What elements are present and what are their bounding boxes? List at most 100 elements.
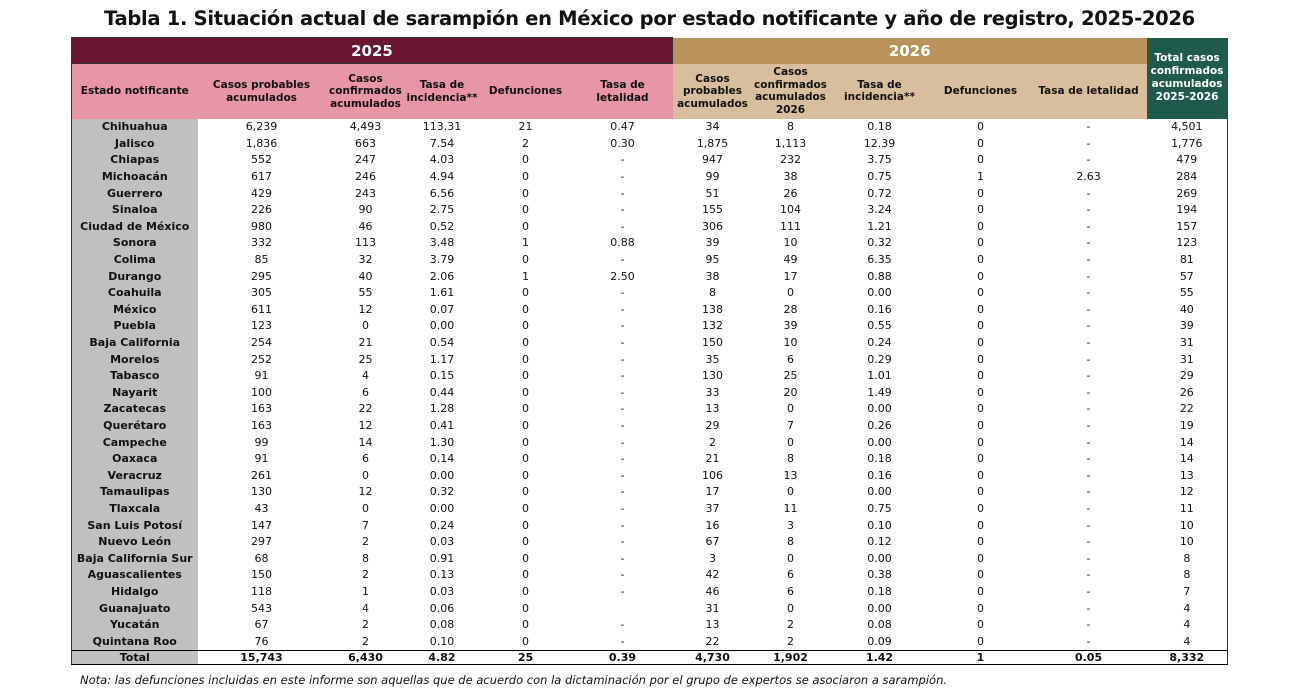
table-cell: 99 [705,170,720,184]
table-cell: 55 [1146,284,1229,302]
state-name: Querétaro [71,417,198,435]
table-cell: 0 [977,286,984,300]
table-cell: 3.24 [867,203,892,217]
table-cell: 0.12 [867,535,892,549]
table-cell: - [1086,186,1091,200]
table-cell: 155 [702,203,723,217]
table-cell: - [620,203,625,217]
table-cell: 246 [355,170,376,184]
table-cell: 14 [358,435,373,449]
table-cell: 2 [362,535,369,549]
table-row: Tlaxcala 43 0 0.00 0 - 37 11 0.75 0 - 11 [71,500,1229,518]
table-cell: 39 [1146,318,1229,335]
table-row: Baja California 254 21 0.54 0 - 150 10 0.24 0 - 31 [71,334,1229,352]
table-cell: 0 [977,435,984,449]
table-cell: 2.50 [610,269,635,283]
table-cell: - [620,253,625,267]
table-cell: 0 [977,269,984,283]
table-cell: 12.39 [863,136,896,150]
table-cell: 0 [977,219,984,233]
table-cell: 39 [705,236,720,250]
column-header-2026: Tasa de letalidad [1030,63,1147,119]
table-cell: 0 [787,435,794,449]
table-cell: 46 [705,584,720,598]
table-cell: 0.05 [1030,650,1147,665]
table-cell: 26 [783,186,798,200]
table-row: Ciudad de México 980 46 0.52 0 - 306 111 1.21 0 - 1… [71,218,1229,236]
table-cell: - [1086,501,1091,515]
table-cell: 1.42 [828,650,931,665]
table-row: Nuevo León 297 2 0.03 0 - 67 8 0.12 0 - 10 [71,533,1229,551]
table-cell: 1,875 [696,136,729,150]
table-cell: 3 [787,518,794,532]
table-cell: 0 [522,418,529,432]
table-cell: 332 [251,236,272,250]
table-cell: 0.06 [429,601,455,615]
table-cell: - [620,402,625,416]
table-cell: - [1086,418,1091,432]
table-cell: 4,501 [1146,119,1229,136]
table-cell: - [1086,551,1091,565]
table-cell: 0 [977,186,984,200]
table-cell: 1 [362,584,369,598]
table-cell: 3.75 [867,153,892,167]
table-cell: - [1086,402,1091,416]
table-cell: 22 [705,634,720,648]
table-cell: 3.48 [429,236,455,250]
table-row: Baja California Sur 68 8 0.91 0 - 3 0 0.00 0 - 8 [71,550,1229,568]
table-row: Sonora 332 113 3.48 1 0.88 39 10 0.32 0 - 123 [71,235,1229,252]
state-name: Sinaloa [71,201,198,219]
footnote: Nota: las defunciones incluidas en este … [80,673,948,687]
table-cell: 0 [522,535,529,549]
table-cell: 0.00 [867,435,892,449]
table-cell: 0.10 [867,518,892,532]
table-cell: 113 [355,236,376,250]
table-cell: 2 [787,618,794,632]
table-cell: 663 [355,136,376,150]
table-cell: - [1086,120,1091,134]
table-cell: 123 [251,319,272,333]
table-cell: 306 [702,219,723,233]
table-cell: 32 [358,253,373,267]
table-cell: 0 [522,501,529,515]
table-row: Tabasco 91 4 0.15 0 - 130 25 1.01 0 - 29 [71,367,1229,385]
table-cell: 0 [977,302,984,316]
table-cell: - [1086,435,1091,449]
table-cell: - [620,634,625,648]
table-cell: 194 [1146,201,1229,219]
table-cell [573,600,673,617]
table-cell: 0.26 [867,418,892,432]
table-cell: 980 [251,219,272,233]
table-cell: 21 [358,336,373,350]
table-cell: 0.00 [867,402,892,416]
table-cell: - [1086,286,1091,300]
table-cell: 67 [254,618,269,632]
table-cell: - [620,219,625,233]
state-name: Sonora [71,235,198,252]
column-header-2025: Casos probables acumulados [197,63,326,119]
table-cell: 0 [977,418,984,432]
table-cell: 138 [702,302,723,316]
table-cell: 39 [783,319,798,333]
table-cell: 284 [1146,168,1229,186]
table-cell: - [620,568,625,582]
table-cell: 25 [358,352,373,366]
table-cell: 0 [977,468,984,482]
table-cell: 11 [1146,500,1229,518]
table-cell: 26 [1146,384,1229,402]
table-cell: 13 [783,468,798,482]
table-cell: 1.49 [867,385,892,399]
state-name: Chihuahua [71,119,198,136]
table-cell: 57 [1146,268,1229,285]
table-cell: 6 [787,352,794,366]
table-cell: 163 [251,402,272,416]
table-cell: 1,113 [774,136,807,150]
state-name: Baja California [71,334,198,352]
table-cell: 0 [977,634,984,648]
table-cell: 25 [478,650,573,665]
table-cell: 1,836 [245,136,278,150]
table-cell: 0.00 [867,286,892,300]
state-name: Ciudad de México [71,218,198,236]
table-cell: 479 [1146,152,1229,169]
table-cell: 269 [1146,185,1229,202]
